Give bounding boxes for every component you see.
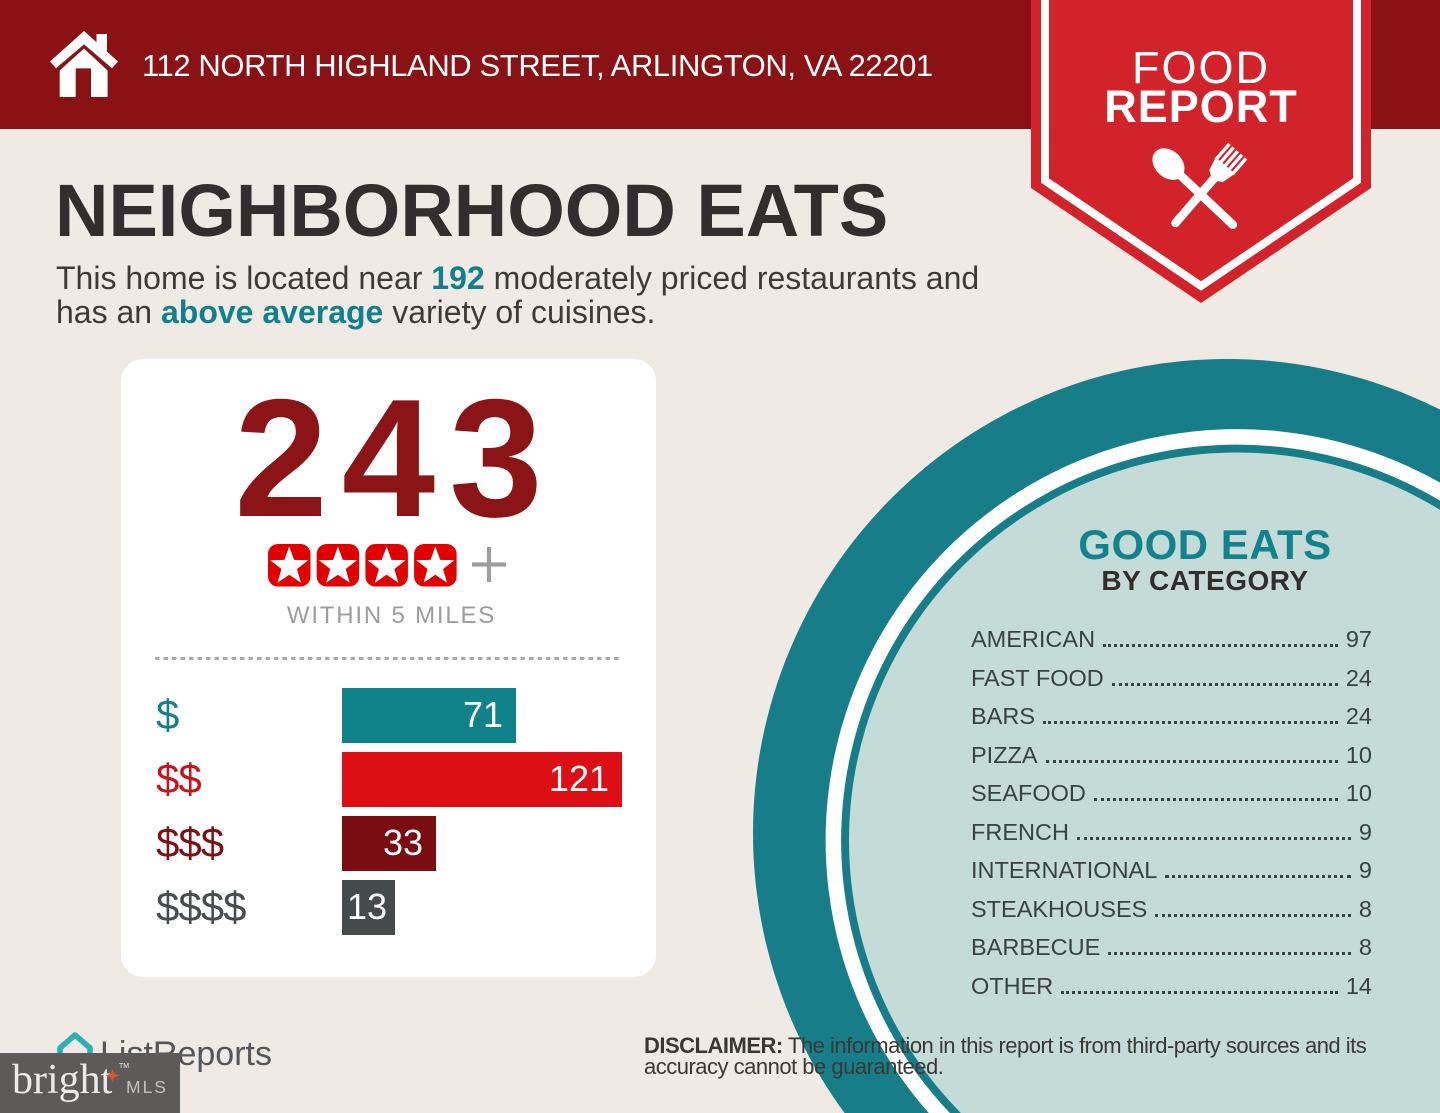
svg-text:FOOD: FOOD: [1132, 42, 1270, 93]
svg-text:REPORT: REPORT: [1104, 81, 1298, 132]
